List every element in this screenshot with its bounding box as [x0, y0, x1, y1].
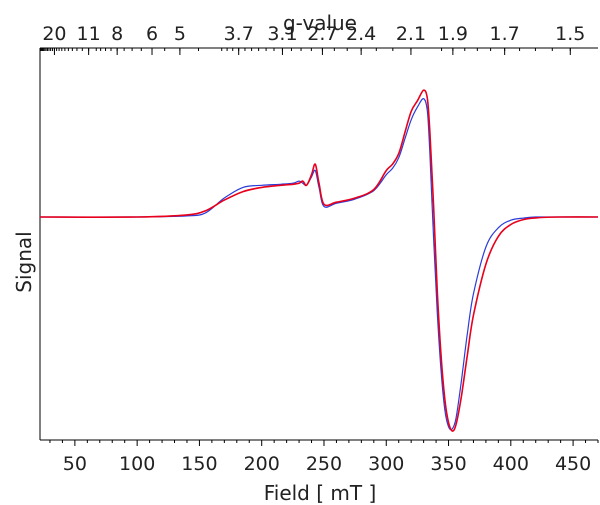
x-tick-label: 150 [181, 453, 217, 475]
g-tick-label: 3.7 [224, 23, 254, 45]
series-layer [39, 89, 599, 432]
y-axis-title: Signal [12, 231, 36, 292]
g-tick-label: 1.9 [438, 23, 468, 45]
plot-frame [39, 47, 598, 441]
g-tick-label: 11 [77, 23, 101, 45]
series-line-red [39, 89, 599, 432]
x-tick-label: 300 [368, 453, 404, 475]
g-tick-label: 3.1 [267, 23, 297, 45]
x-tick-label: 250 [306, 453, 342, 475]
g-tick-label: 2.4 [346, 23, 376, 45]
x-axis-title: Field [ mT ] [264, 481, 377, 505]
g-tick-label: 20 [42, 23, 66, 45]
g-tick-label: 6 [146, 23, 158, 45]
x-tick-label: 400 [493, 453, 529, 475]
g-tick-label: 8 [111, 23, 123, 45]
x-tick-label: 350 [430, 453, 466, 475]
g-tick-label: 2.7 [307, 23, 337, 45]
x-tick-label: 100 [119, 453, 155, 475]
g-tick-label: 2.1 [396, 23, 426, 45]
g-tick-label: 5 [174, 23, 186, 45]
x-tick-label: 450 [555, 453, 591, 475]
x-tick-label: 50 [63, 453, 87, 475]
top-axis: 20 11 8 6 5 3.7 3.1 2.7 2.4 2.1 1.9 1.7 1.5 [39, 23, 585, 55]
g-tick-label: 1.5 [555, 23, 585, 45]
g-tick-label: 1.7 [490, 23, 520, 45]
bottom-axis: 50 100 150 200 250 300 350 400 450 [49, 440, 599, 475]
x-tick-label: 200 [244, 453, 280, 475]
series-line-blue [39, 98, 598, 431]
top-axis-title: g-value [283, 11, 357, 35]
